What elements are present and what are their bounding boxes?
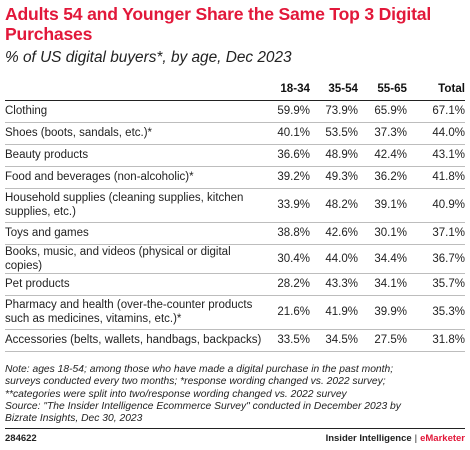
cell-value: 37.3% xyxy=(358,122,407,145)
table-row: Pet products 28.2% 43.3% 34.1% 35.7% xyxy=(5,273,465,296)
cell-value: 40.9% xyxy=(407,188,465,223)
cell-value: 35.7% xyxy=(407,273,465,296)
cell-value: 42.4% xyxy=(358,144,407,167)
table-row: Clothing 59.9% 73.9% 65.9% 67.1% xyxy=(5,100,465,123)
cell-value: 39.1% xyxy=(358,188,407,223)
cell-value: 38.8% xyxy=(263,222,310,245)
row-label: Pet products xyxy=(5,273,263,296)
column-header: 35-54 xyxy=(310,78,358,101)
column-header: 18-34 xyxy=(263,78,310,101)
cell-value: 33.9% xyxy=(263,188,310,223)
brand-name-secondary: eMarketer xyxy=(420,433,465,444)
row-label: Food and beverages (non-alcoholic)* xyxy=(5,166,263,189)
cell-value: 27.5% xyxy=(358,329,407,352)
cell-value: 37.1% xyxy=(407,222,465,245)
table-row: Toys and games 38.8% 42.6% 30.1% 37.1% xyxy=(5,222,465,245)
cell-value: 34.4% xyxy=(358,244,407,274)
row-label: Books, music, and videos (physical or di… xyxy=(5,244,263,274)
cell-value: 36.7% xyxy=(407,244,465,274)
chart-title: Adults 54 and Younger Share the Same Top… xyxy=(5,4,432,44)
cell-value: 44.0% xyxy=(407,122,465,145)
table-row: Household supplies (cleaning supplies, k… xyxy=(5,188,465,223)
note-line: **categories were split into two/respons… xyxy=(5,388,347,400)
table-row: Books, music, and videos (physical or di… xyxy=(5,244,465,274)
cell-value: 30.1% xyxy=(358,222,407,245)
row-label: Accessories (belts, wallets, handbags, b… xyxy=(5,329,263,352)
cell-value: 48.9% xyxy=(310,144,358,167)
table-row: Shoes (boots, sandals, etc.)* 40.1% 53.5% 3… xyxy=(5,122,465,145)
cell-value: 28.2% xyxy=(263,273,310,296)
source-line: Bizrate Insights, Dec 30, 2023 xyxy=(5,413,143,425)
source-line: Source: "The Insider Intelligence Ecomme… xyxy=(5,400,401,412)
note-line: surveys conducted every two months; *res… xyxy=(5,376,386,388)
header-corner xyxy=(5,78,263,101)
cell-value: 30.4% xyxy=(263,244,310,274)
table-row: Pharmacy and health (over-the-counter pr… xyxy=(5,295,465,330)
footer-divider xyxy=(5,428,465,429)
brand-logo: Insider Intelligence | eMarketer xyxy=(326,433,465,444)
cell-value: 34.5% xyxy=(310,329,358,352)
cell-value: 41.9% xyxy=(310,295,358,330)
cell-value: 44.0% xyxy=(310,244,358,274)
cell-value: 65.9% xyxy=(358,100,407,123)
cell-value: 39.9% xyxy=(358,295,407,330)
chart-id: 284622 xyxy=(5,433,37,444)
table-row: Beauty products 36.6% 48.9% 42.4% 43.1% xyxy=(5,144,465,167)
cell-value: 31.8% xyxy=(407,329,465,352)
data-table: 18-34 35-54 55-65 Total Clothing 59.9% 73.… xyxy=(5,78,465,352)
cell-value: 43.3% xyxy=(310,273,358,296)
notes: Note: ages 18-54; among those who have m… xyxy=(5,364,465,425)
cell-value: 59.9% xyxy=(263,100,310,123)
header-row: 18-34 35-54 55-65 Total xyxy=(5,78,465,101)
column-header: Total xyxy=(407,78,465,101)
cell-value: 48.2% xyxy=(310,188,358,223)
cell-value: 42.6% xyxy=(310,222,358,245)
cell-value: 43.1% xyxy=(407,144,465,167)
cell-value: 35.3% xyxy=(407,295,465,330)
column-header: 55-65 xyxy=(358,78,407,101)
brand-separator: | xyxy=(414,433,418,444)
row-label: Clothing xyxy=(5,100,263,123)
table-row: Food and beverages (non-alcoholic)* 39.2%… xyxy=(5,166,465,189)
brand-name: Insider Intelligence xyxy=(325,433,412,444)
cell-value: 40.1% xyxy=(263,122,310,145)
cell-value: 53.5% xyxy=(310,122,358,145)
cell-value: 39.2% xyxy=(263,166,310,189)
row-label: Household supplies (cleaning supplies, k… xyxy=(5,188,263,223)
row-label: Beauty products xyxy=(5,144,263,167)
chart-subtitle: % of US digital buyers*, by age, Dec 202… xyxy=(5,49,292,66)
row-label: Toys and games xyxy=(5,222,263,245)
cell-value: 21.6% xyxy=(263,295,310,330)
row-label: Pharmacy and health (over-the-counter pr… xyxy=(5,295,263,330)
note-line: Note: ages 18-54; among those who have m… xyxy=(5,364,394,375)
cell-value: 67.1% xyxy=(407,100,465,123)
cell-value: 36.6% xyxy=(263,144,310,167)
table-body: Clothing 59.9% 73.9% 65.9% 67.1% Shoes (boots… xyxy=(5,100,465,352)
cell-value: 33.5% xyxy=(263,329,310,352)
cell-value: 36.2% xyxy=(358,166,407,189)
cell-value: 34.1% xyxy=(358,273,407,296)
table-row: Accessories (belts, wallets, handbags, b… xyxy=(5,329,465,352)
cell-value: 41.8% xyxy=(407,166,465,189)
cell-value: 49.3% xyxy=(310,166,358,189)
row-label: Shoes (boots, sandals, etc.)* xyxy=(5,122,263,145)
cell-value: 73.9% xyxy=(310,100,358,123)
